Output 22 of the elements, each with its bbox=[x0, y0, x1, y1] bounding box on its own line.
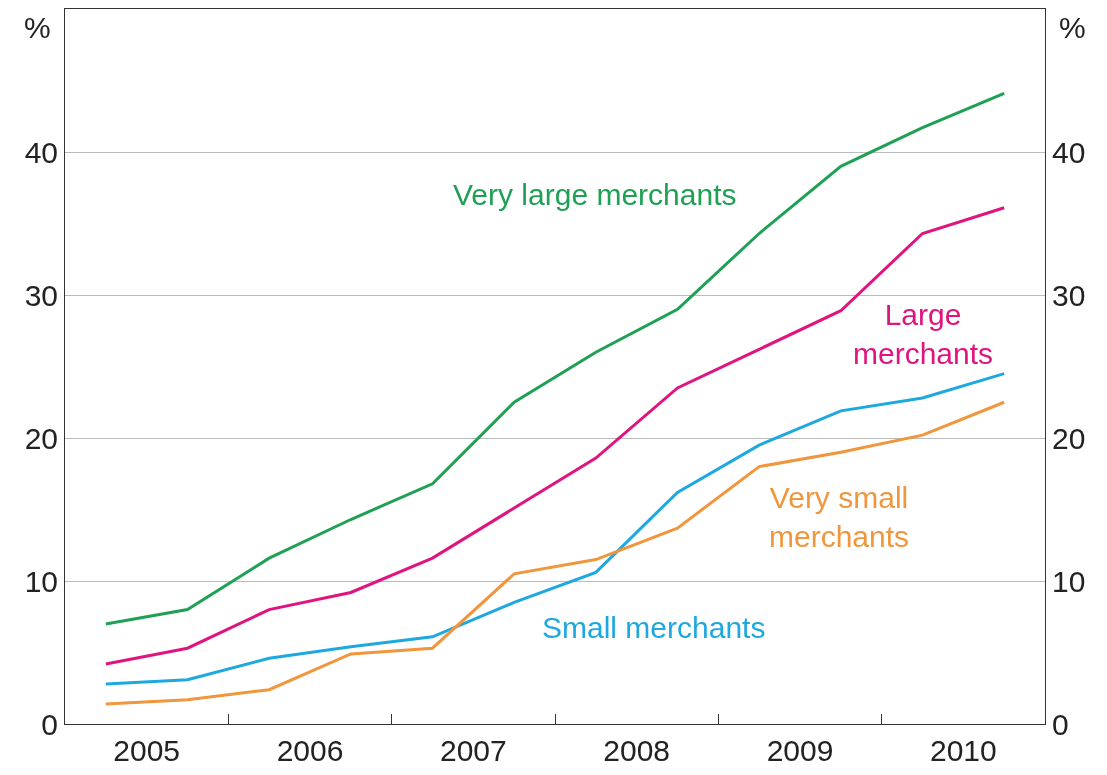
x-tick-label: 2007 bbox=[439, 734, 507, 767]
series-label: Large merchants bbox=[853, 298, 994, 370]
y2-tick-label: 10 bbox=[1052, 564, 1086, 598]
series-label: Very large merchants bbox=[453, 178, 737, 211]
x-tick-label: 2008 bbox=[603, 734, 671, 767]
y-axis-title: % bbox=[24, 11, 51, 44]
x-tick-label: 2005 bbox=[113, 734, 181, 767]
y2-tick-label: 20 bbox=[1052, 421, 1086, 455]
y2-tick-label: 40 bbox=[1052, 135, 1086, 169]
y-tick-label: 0 bbox=[41, 707, 58, 741]
x-tick-label: 2009 bbox=[766, 734, 834, 767]
y2-tick-label: 30 bbox=[1052, 278, 1086, 312]
y-tick-label: 10 bbox=[24, 564, 58, 598]
series-label: Very small merchants bbox=[769, 481, 910, 553]
y2-axis-title: % bbox=[1059, 11, 1086, 44]
y-tick-label: 20 bbox=[24, 421, 58, 455]
y-tick-label: 30 bbox=[24, 278, 58, 312]
y2-tick-label: 0 bbox=[1052, 707, 1069, 741]
x-tick-label: 2006 bbox=[276, 734, 344, 767]
y-tick-label: 40 bbox=[24, 135, 58, 169]
x-tick-label: 2010 bbox=[929, 734, 997, 767]
series-label: Small merchants bbox=[542, 611, 766, 644]
